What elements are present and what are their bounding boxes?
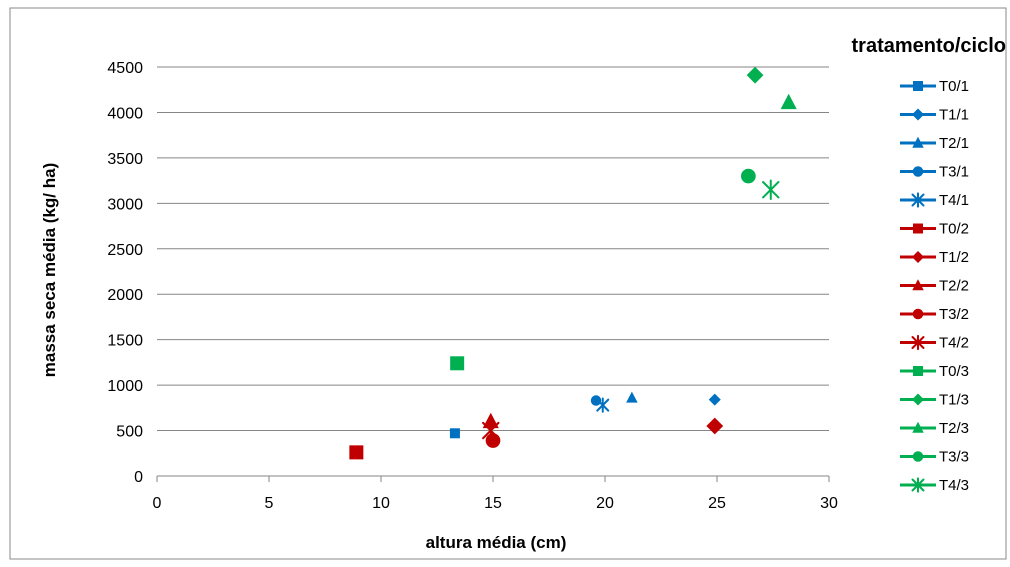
- legend-marker: [912, 308, 924, 320]
- legend-item: T1/3: [900, 392, 969, 409]
- legend-item: T3/2: [900, 306, 969, 323]
- legend-label: T3/3: [939, 449, 969, 466]
- x-tick-label: 25: [708, 495, 726, 512]
- data-point: [746, 66, 764, 84]
- y-tick-label: 3000: [107, 196, 143, 213]
- legend-item: T3/3: [900, 449, 969, 466]
- legend-marker: [911, 334, 925, 351]
- data-point: [590, 395, 602, 406]
- legend-marker: [912, 279, 924, 291]
- legend-label: T2/3: [939, 420, 969, 437]
- legend-marker: [912, 166, 924, 177]
- legend-marker: [912, 136, 924, 148]
- data-point: [485, 433, 501, 448]
- legend-marker: [913, 81, 923, 91]
- legend-item: T2/3: [900, 420, 969, 437]
- data-point: [780, 93, 797, 110]
- y-tick-label: 3500: [107, 151, 143, 168]
- legend-item: T2/2: [900, 278, 969, 295]
- x-tick-label: 5: [265, 495, 274, 512]
- legend-item: T0/1: [900, 78, 969, 95]
- data-point: [482, 420, 500, 441]
- legend-marker: [912, 108, 924, 121]
- legend-label: T0/3: [939, 363, 969, 380]
- legend-label: T4/3: [939, 477, 969, 494]
- y-tick-label: 4000: [107, 105, 143, 122]
- legend-item: T4/1: [900, 192, 969, 209]
- y-tick-label: 1000: [107, 378, 143, 395]
- legend-marker: [912, 421, 924, 433]
- data-point: [706, 417, 724, 435]
- legend-label: T1/3: [939, 392, 969, 409]
- legend-item: T4/2: [900, 335, 969, 352]
- x-tick-label: 10: [372, 495, 390, 512]
- x-tick-label: 20: [596, 495, 614, 512]
- x-tick-labels: 0 5 10 15 20 25 30: [153, 476, 838, 512]
- legend-label: T4/2: [939, 335, 969, 352]
- data-point: [349, 445, 364, 460]
- data-point: [762, 179, 780, 200]
- legend-item: T3/1: [900, 164, 969, 181]
- legend-marker: [911, 192, 925, 208]
- data-point: [626, 391, 638, 403]
- x-axis-label: altura média (cm): [426, 533, 567, 552]
- y-tick-labels: 0 500 1000 1500 2000 2500 3000 3500 4000 4500: [107, 60, 143, 486]
- legend-marker: [912, 251, 924, 263]
- legend-item: T0/3: [900, 363, 969, 380]
- x-tick-label: 0: [153, 495, 162, 512]
- legend-label: T3/1: [939, 164, 969, 181]
- y-tick-label: 1500: [107, 333, 143, 350]
- legend-label: T2/1: [939, 135, 969, 152]
- legend-label: T0/2: [939, 221, 969, 238]
- legend-label: T4/1: [939, 192, 969, 209]
- y-tick-label: 0: [134, 469, 143, 486]
- legend-label: T3/2: [939, 306, 969, 323]
- data-point: [596, 397, 610, 413]
- legend-label: T1/1: [939, 107, 969, 124]
- data-point: [741, 168, 756, 184]
- y-tick-label: 2000: [107, 287, 143, 304]
- y-tick-label: 500: [116, 424, 143, 441]
- x-tick-label: 15: [484, 495, 502, 512]
- data-point: [708, 393, 721, 406]
- legend-label: T2/2: [939, 278, 969, 295]
- legend-item: T1/2: [900, 249, 969, 266]
- legend-label: T0/1: [939, 78, 969, 95]
- legend-label: T1/2: [939, 249, 969, 266]
- data-point: [450, 356, 465, 371]
- y-tick-label: 4500: [107, 60, 143, 77]
- legend-title: tratamento/ciclo: [852, 35, 1006, 57]
- y-tick-label: 2500: [107, 242, 143, 259]
- y-axis-label: massa seca média (kg/ ha): [40, 163, 59, 378]
- legend-item: T1/1: [900, 107, 969, 124]
- legend-marker: [912, 451, 924, 462]
- legend-item: T4/3: [900, 477, 969, 494]
- x-tick-label: 30: [820, 495, 838, 512]
- chart-border: [9, 7, 1007, 560]
- legend-marker: [912, 393, 924, 406]
- legend-marker: [913, 366, 923, 376]
- data-points: [349, 66, 797, 460]
- legend-marker: [913, 223, 923, 234]
- legend-item: T0/2: [900, 221, 969, 238]
- legend-marker: [911, 477, 925, 493]
- legend-item: T2/1: [900, 135, 969, 152]
- data-point: [449, 428, 460, 439]
- legend: T0/1 T1/1 T2/1 T3/1 T4/1 T0/2 T1/2 T2/2 T3/2 T4/2…: [900, 78, 969, 494]
